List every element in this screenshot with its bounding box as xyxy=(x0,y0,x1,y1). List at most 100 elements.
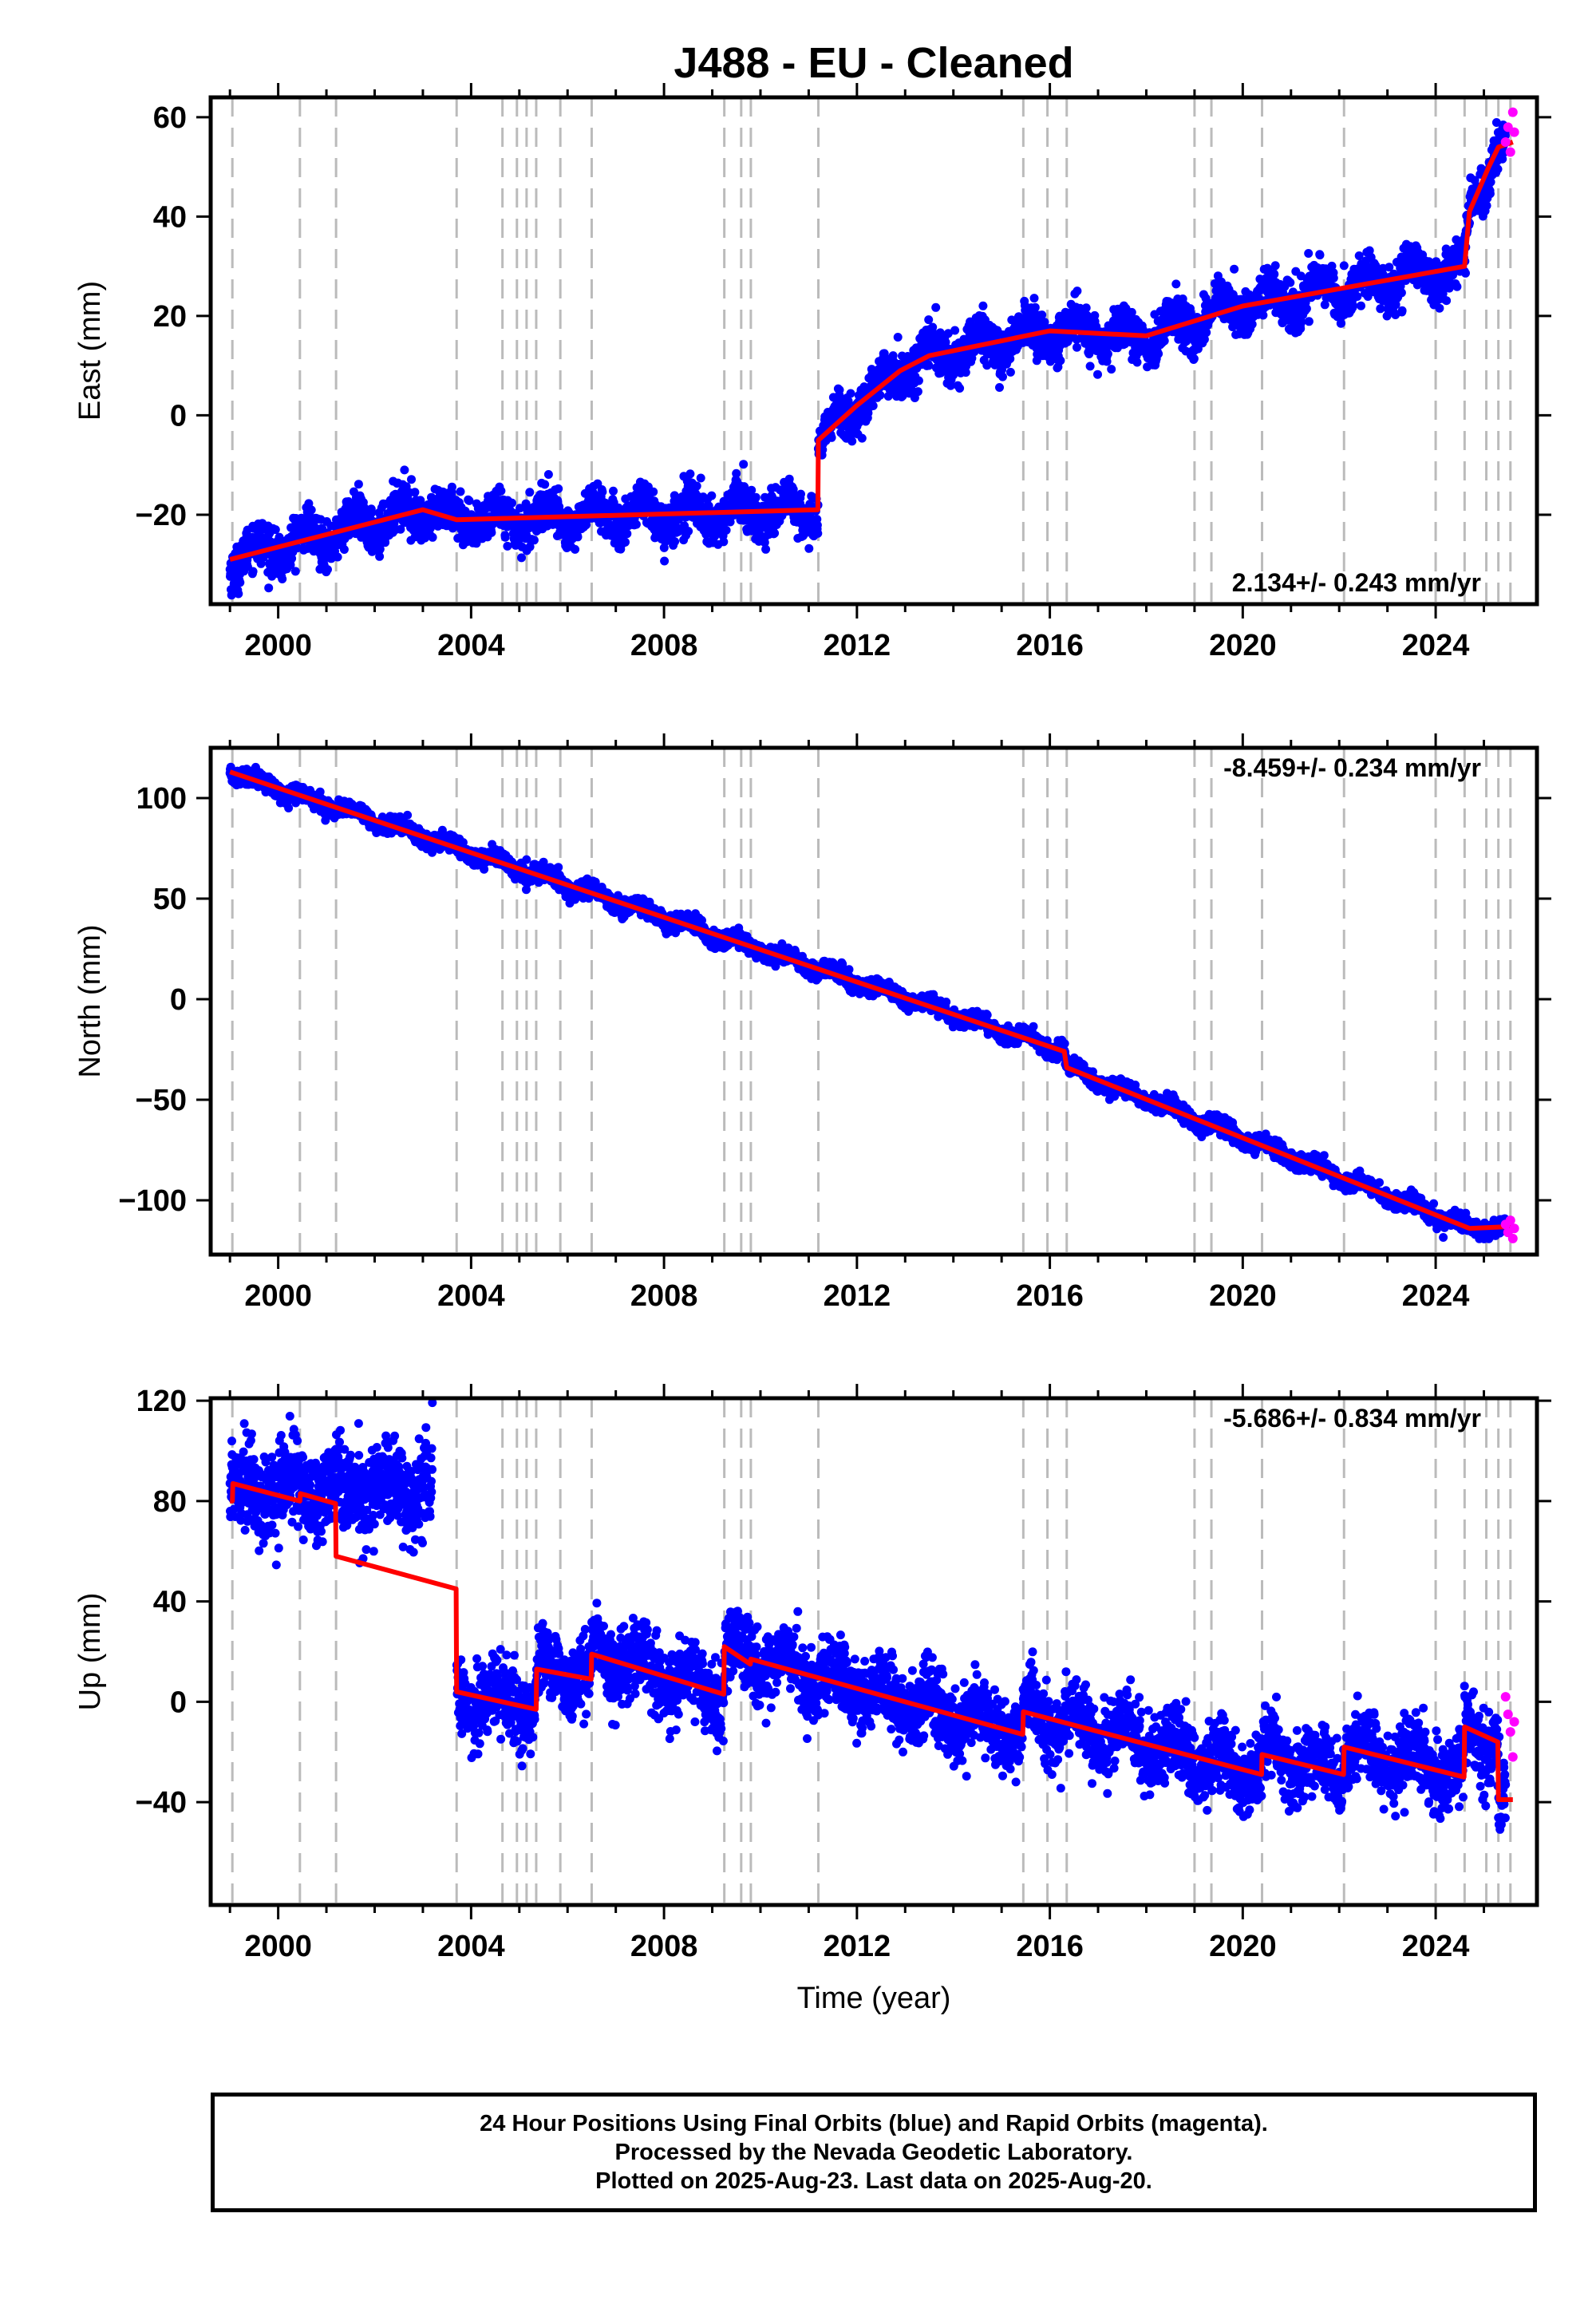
data-point xyxy=(1102,357,1112,366)
north-panel: 2000 2004 2008 2012 2016 2020 2024100500−50−10… xyxy=(73,733,1551,1313)
data-point xyxy=(732,468,741,478)
data-point xyxy=(464,496,474,505)
data-point xyxy=(500,532,510,542)
data-point xyxy=(931,302,941,312)
data-point xyxy=(1056,356,1065,366)
rapid-orbit-point xyxy=(1505,147,1515,157)
data-point xyxy=(707,491,717,500)
data-point xyxy=(1349,301,1358,310)
east-panel: 2000 2004 2008 2012 2016 2020 20246040200−20Ea… xyxy=(73,83,1551,662)
data-point xyxy=(1093,370,1102,379)
data-point xyxy=(812,520,822,530)
data-point xyxy=(1005,367,1015,377)
data-point xyxy=(333,552,342,562)
data-point xyxy=(1485,189,1495,199)
data-point xyxy=(692,481,701,491)
x-tick-label: 2012 xyxy=(824,629,891,662)
data-point xyxy=(1171,279,1181,289)
data-point xyxy=(950,326,960,335)
data-point xyxy=(943,329,953,338)
data-point xyxy=(751,492,760,502)
data-point xyxy=(1029,294,1039,303)
data-point xyxy=(1315,251,1325,260)
data-point xyxy=(447,482,456,492)
data-point xyxy=(508,498,516,508)
data-point xyxy=(1270,270,1279,279)
data-point xyxy=(835,385,844,395)
y-axis-label: East (mm) xyxy=(73,281,107,421)
data-point xyxy=(924,361,934,370)
data-point xyxy=(998,372,1007,381)
data-point xyxy=(846,389,855,398)
data-point xyxy=(788,484,798,494)
data-point xyxy=(893,333,903,342)
data-point xyxy=(649,487,658,496)
data-point xyxy=(1493,164,1503,174)
data-point xyxy=(725,517,735,527)
data-point xyxy=(381,538,390,547)
data-point xyxy=(1304,317,1314,326)
data-point xyxy=(1353,292,1362,301)
data-point xyxy=(1073,287,1082,296)
data-point xyxy=(540,480,550,489)
data-point xyxy=(1396,288,1406,298)
data-point xyxy=(739,460,749,469)
data-point xyxy=(622,529,632,539)
data-point xyxy=(264,583,274,593)
data-point xyxy=(1461,268,1470,278)
data-point xyxy=(1442,296,1452,306)
data-point xyxy=(914,376,923,385)
data-point xyxy=(1005,354,1015,363)
data-point xyxy=(339,545,349,554)
data-point xyxy=(1132,358,1142,367)
data-point xyxy=(1270,261,1280,271)
data-point xyxy=(416,496,425,505)
data-point xyxy=(804,543,814,553)
y-tick-label: 60 xyxy=(153,101,187,135)
y-tick-label: 0 xyxy=(170,399,187,433)
data-point xyxy=(290,567,300,576)
data-point xyxy=(868,401,878,410)
data-point xyxy=(1302,304,1311,314)
data-point xyxy=(978,301,988,310)
data-point xyxy=(354,480,363,489)
data-point xyxy=(1329,273,1338,283)
rapid-orbit-point xyxy=(1500,137,1511,148)
data-point xyxy=(235,578,245,587)
data-point xyxy=(955,384,965,393)
data-point xyxy=(784,474,794,484)
data-point xyxy=(529,536,539,545)
data-point xyxy=(516,504,524,513)
rapid-orbit-point xyxy=(1509,127,1519,137)
data-point xyxy=(747,485,757,495)
data-point xyxy=(913,387,922,397)
data-point xyxy=(503,541,512,551)
data-point xyxy=(375,551,385,561)
data-point xyxy=(227,591,236,600)
y-tick-label: 20 xyxy=(153,300,187,334)
data-point xyxy=(684,527,693,536)
data-point xyxy=(456,487,465,496)
final-orbit-points xyxy=(225,118,1511,600)
data-point xyxy=(1159,336,1169,346)
data-point xyxy=(234,589,243,599)
rate-annotation: 2.134+/- 0.243 mm/yr xyxy=(1232,568,1481,597)
data-point xyxy=(573,532,583,542)
data-point xyxy=(721,525,731,535)
data-point xyxy=(1081,303,1091,313)
data-point xyxy=(857,433,867,443)
data-point xyxy=(875,390,885,400)
chart-title: J488 - EU - Cleaned xyxy=(674,39,1073,87)
data-point xyxy=(396,524,405,534)
data-point xyxy=(941,338,950,347)
x-tick-label: 2024 xyxy=(1402,629,1470,662)
data-point xyxy=(248,567,258,576)
data-point xyxy=(609,486,618,496)
data-point xyxy=(543,470,553,479)
data-point xyxy=(924,315,934,325)
data-point xyxy=(847,437,857,446)
data-point xyxy=(696,473,705,483)
data-point xyxy=(1189,354,1199,363)
data-point xyxy=(670,537,680,547)
